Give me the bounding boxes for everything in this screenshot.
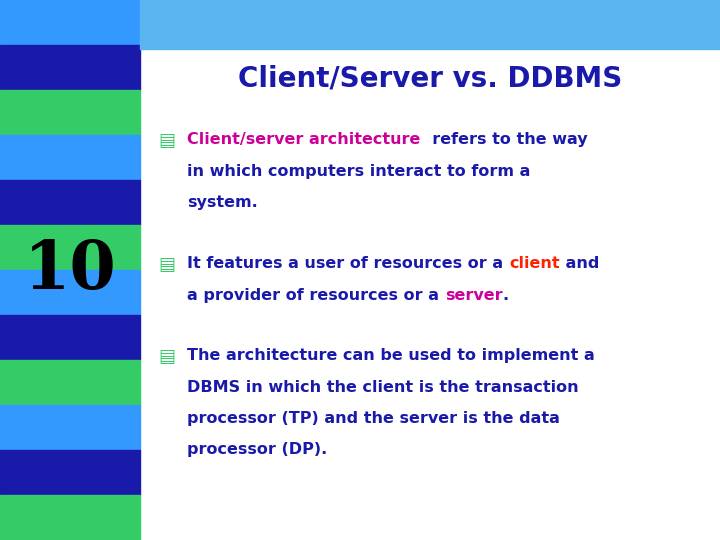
- Text: ▤: ▤: [158, 132, 176, 150]
- Text: DBMS in which the client is the transaction: DBMS in which the client is the transact…: [187, 380, 579, 395]
- Text: in which computers interact to form a: in which computers interact to form a: [187, 164, 531, 179]
- Text: Client/Server vs. DDBMS: Client/Server vs. DDBMS: [238, 64, 622, 92]
- Text: and: and: [559, 256, 599, 272]
- Text: It features a user of resources or a: It features a user of resources or a: [187, 256, 509, 272]
- Text: ▤: ▤: [158, 348, 176, 366]
- Text: .: .: [503, 288, 508, 303]
- Text: a provider of resources or a: a provider of resources or a: [187, 288, 445, 303]
- Text: system.: system.: [187, 195, 258, 210]
- Text: processor (DP).: processor (DP).: [187, 442, 328, 457]
- Text: ▤: ▤: [158, 256, 176, 274]
- Text: The architecture can be used to implement a: The architecture can be used to implemen…: [187, 348, 595, 363]
- Text: 10: 10: [24, 238, 117, 302]
- Text: client: client: [509, 256, 559, 272]
- Text: Client/server architecture: Client/server architecture: [187, 132, 420, 147]
- Text: server: server: [445, 288, 503, 303]
- Text: refers to the way: refers to the way: [420, 132, 588, 147]
- Text: processor (TP) and the server is the data: processor (TP) and the server is the dat…: [187, 411, 560, 426]
